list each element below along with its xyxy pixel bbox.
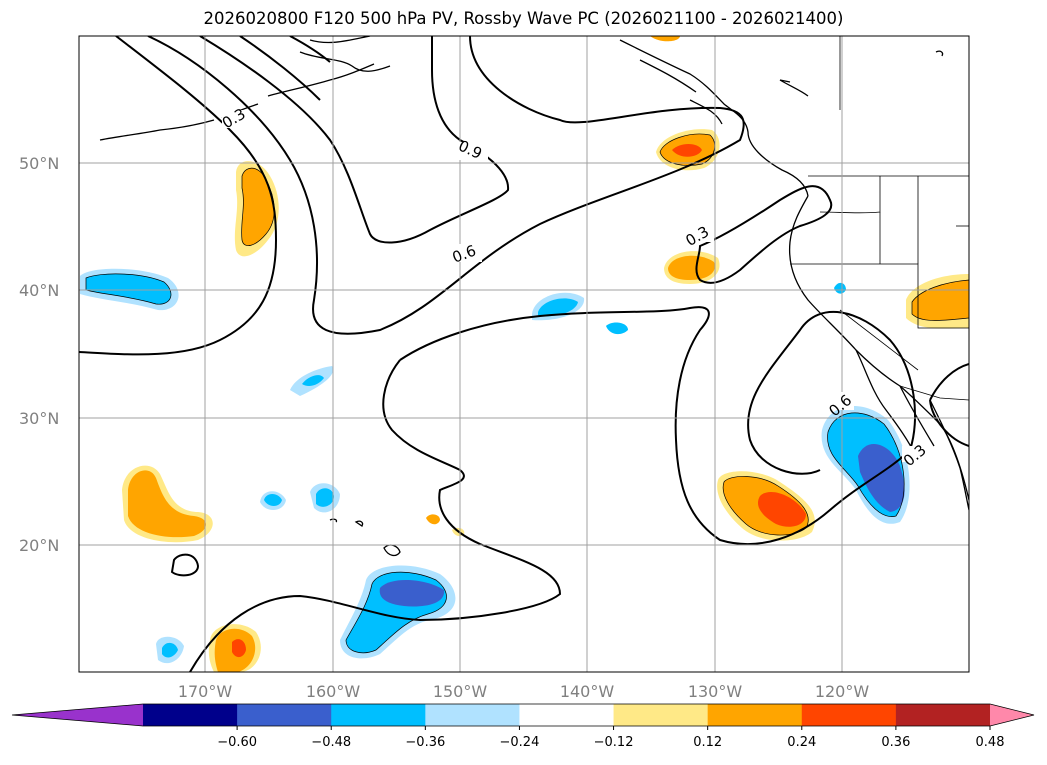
colorbar-segment bbox=[519, 704, 615, 726]
colorbar-tick-label: −0.12 bbox=[594, 735, 634, 750]
anomaly-outlines bbox=[85, 133, 969, 654]
political-boundaries bbox=[790, 36, 969, 401]
colorbar-tick-label: 0.48 bbox=[976, 735, 1005, 750]
colorbar-segment bbox=[425, 704, 520, 726]
lon-label-130w: 130°W bbox=[688, 682, 743, 701]
colorbar-tick-label: −0.48 bbox=[311, 735, 351, 750]
colorbar: −0.60 −0.48 −0.36 −0.24 −0.12 0.12 0.24 0.36 0.4… bbox=[11, 703, 1035, 750]
positive-anomaly-off-oregon bbox=[664, 251, 720, 284]
lon-label-150w: 150°W bbox=[433, 682, 488, 701]
lat-label-50n: 50°N bbox=[19, 154, 59, 173]
negative-anomaly-west bbox=[80, 268, 179, 311]
colorbar-outline bbox=[11, 703, 1035, 727]
negative-anomaly-south-of-hawaii bbox=[340, 565, 456, 659]
colorbar-extend-max bbox=[990, 704, 1034, 726]
negative-anomaly-small-172w-15n bbox=[156, 636, 184, 664]
lon-label-160w: 160°W bbox=[306, 682, 361, 701]
negative-anomaly-small-inland bbox=[834, 282, 846, 294]
colorbar-segment bbox=[143, 704, 238, 726]
negative-anomaly-small-137w bbox=[606, 322, 628, 335]
positive-anomaly-west-subtropics bbox=[122, 465, 213, 543]
colorbar-segment bbox=[895, 704, 991, 726]
lat-label-30n: 30°N bbox=[19, 409, 59, 428]
colorbar-tick-label: 0.36 bbox=[881, 735, 910, 750]
latitude-labels: 50°N 40°N 30°N 20°N bbox=[19, 154, 59, 555]
colorbar-tick-label: −0.36 bbox=[405, 735, 445, 750]
contour-labels: 0.3 0.9 0.6 0.3 0.6 0.3 bbox=[219, 105, 930, 470]
lat-label-20n: 20°N bbox=[19, 536, 59, 555]
positive-anomaly-top bbox=[650, 36, 680, 42]
colorbar-tick-label: −0.24 bbox=[500, 735, 540, 750]
negative-anomaly-small-162w-34n bbox=[290, 366, 334, 396]
map-frame bbox=[78, 35, 970, 673]
colorbar-ticks: −0.60 −0.48 −0.36 −0.24 −0.12 0.12 0.24 0.36 0.4… bbox=[217, 726, 1005, 750]
lon-label-140w: 140°W bbox=[560, 682, 615, 701]
colorbar-segments bbox=[12, 704, 1034, 726]
colorbar-tick-label: 0.24 bbox=[787, 735, 816, 750]
colorbar-segment bbox=[613, 704, 709, 726]
colorbar-segment bbox=[237, 704, 332, 726]
longitude-labels: 170°W 160°W 150°W 140°W 130°W 120°W bbox=[178, 682, 870, 701]
lat-label-40n: 40°N bbox=[19, 281, 59, 300]
negative-anomaly-small-165w-24n bbox=[260, 491, 286, 511]
positive-anomaly-south-west bbox=[208, 624, 261, 672]
colorbar-tick-label: −0.60 bbox=[217, 735, 257, 750]
map-title: 2026020800 F120 500 hPa PV, Rossby Wave … bbox=[203, 9, 844, 28]
positive-anomaly-dot-1 bbox=[426, 514, 440, 525]
colorbar-segment bbox=[331, 704, 426, 726]
colorbar-segment bbox=[801, 704, 897, 726]
lon-label-120w: 120°W bbox=[815, 682, 870, 701]
positive-anomaly-southwest-of-baja bbox=[717, 471, 815, 541]
colorbar-tick-label: 0.12 bbox=[693, 735, 722, 750]
negative-anomaly-baja-california bbox=[821, 406, 910, 524]
lon-label-170w: 170°W bbox=[178, 682, 233, 701]
colorbar-segment bbox=[707, 704, 803, 726]
map-background bbox=[79, 36, 969, 672]
colorbar-extend-min bbox=[12, 704, 143, 726]
